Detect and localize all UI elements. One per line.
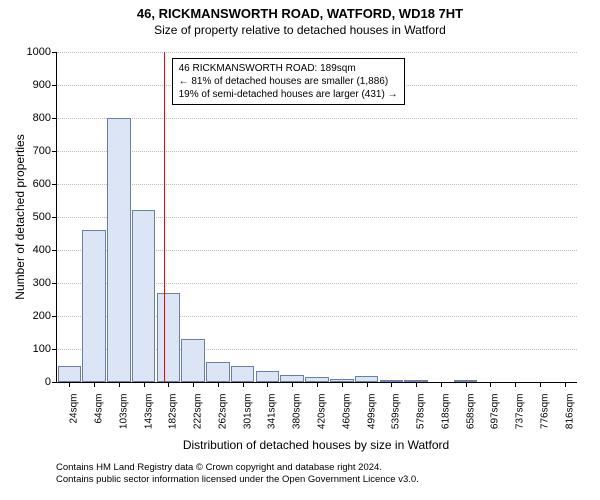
xtick-label: 737sqm: [515, 394, 526, 430]
annotation-box: 46 RICKMANSWORTH ROAD: 189sqm← 81% of de…: [172, 58, 405, 105]
xtick-mark: [466, 382, 467, 387]
xtick-label: 776sqm: [539, 394, 550, 430]
annotation-line2: ← 81% of detached houses are smaller (1,…: [179, 75, 398, 88]
ytick-label: 400: [33, 244, 57, 256]
xtick-mark: [391, 382, 392, 387]
footer-attribution: Contains HM Land Registry data © Crown c…: [56, 462, 419, 487]
gridline: [57, 151, 577, 152]
xtick-mark: [193, 382, 194, 387]
xtick-label: 341sqm: [267, 394, 278, 430]
xtick-label: 143sqm: [143, 394, 154, 430]
histogram-bar: [280, 375, 304, 382]
title-main: 46, RICKMANSWORTH ROAD, WATFORD, WD18 7H…: [0, 0, 600, 21]
xtick-mark: [218, 382, 219, 387]
histogram-bar: [82, 230, 106, 382]
gridline: [57, 118, 577, 119]
xtick-label: 420sqm: [317, 394, 328, 430]
xtick-label: 460sqm: [341, 394, 352, 430]
histogram-bar: [206, 362, 230, 382]
xtick-label: 499sqm: [366, 394, 377, 430]
footer-line-2: Contains public sector information licen…: [56, 474, 419, 486]
ytick-label: 300: [33, 277, 57, 289]
histogram-bar: [107, 118, 131, 382]
xtick-label: 182sqm: [168, 394, 179, 430]
xtick-label: 697sqm: [490, 394, 501, 430]
annotation-line3: 19% of semi-detached houses are larger (…: [179, 88, 398, 101]
xtick-label: 262sqm: [217, 394, 228, 430]
xtick-mark: [119, 382, 120, 387]
xtick-label: 24sqm: [69, 394, 80, 424]
x-axis-label: Distribution of detached houses by size …: [56, 438, 576, 452]
xtick-label: 816sqm: [564, 394, 575, 430]
xtick-mark: [317, 382, 318, 387]
xtick-mark: [540, 382, 541, 387]
plot-area: 0100200300400500600700800900100024sqm64s…: [56, 52, 577, 383]
footer-line-1: Contains HM Land Registry data © Crown c…: [56, 462, 419, 474]
ytick-label: 1000: [27, 46, 57, 58]
xtick-mark: [342, 382, 343, 387]
xtick-label: 222sqm: [193, 394, 204, 430]
xtick-mark: [94, 382, 95, 387]
annotation-line1: 46 RICKMANSWORTH ROAD: 189sqm: [179, 62, 398, 75]
xtick-mark: [267, 382, 268, 387]
histogram-bar: [157, 293, 181, 382]
ytick-label: 200: [33, 310, 57, 322]
ytick-label: 100: [33, 343, 57, 355]
histogram-bar: [132, 210, 156, 382]
y-axis-label: Number of detached properties: [13, 127, 27, 307]
xtick-mark: [144, 382, 145, 387]
title-sub: Size of property relative to detached ho…: [0, 21, 600, 37]
ytick-label: 500: [33, 211, 57, 223]
xtick-mark: [168, 382, 169, 387]
xtick-mark: [490, 382, 491, 387]
xtick-label: 578sqm: [416, 394, 427, 430]
histogram-bar: [181, 339, 205, 382]
ytick-label: 0: [45, 376, 57, 388]
ytick-label: 600: [33, 178, 57, 190]
xtick-mark: [69, 382, 70, 387]
gridline: [57, 184, 577, 185]
ytick-label: 800: [33, 112, 57, 124]
xtick-label: 658sqm: [465, 394, 476, 430]
ytick-label: 900: [33, 79, 57, 91]
property-marker-line: [164, 52, 165, 382]
xtick-mark: [565, 382, 566, 387]
xtick-label: 539sqm: [391, 394, 402, 430]
xtick-label: 103sqm: [118, 394, 129, 430]
histogram-bar: [58, 366, 82, 382]
histogram-bar: [256, 371, 280, 382]
gridline: [57, 52, 577, 53]
xtick-mark: [367, 382, 368, 387]
xtick-mark: [243, 382, 244, 387]
xtick-mark: [441, 382, 442, 387]
xtick-mark: [416, 382, 417, 387]
ytick-label: 700: [33, 145, 57, 157]
histogram-bar: [231, 366, 255, 382]
xtick-label: 380sqm: [292, 394, 303, 430]
chart-container: 46, RICKMANSWORTH ROAD, WATFORD, WD18 7H…: [0, 0, 600, 500]
xtick-label: 301sqm: [242, 394, 253, 430]
xtick-label: 618sqm: [440, 394, 451, 430]
xtick-label: 64sqm: [94, 394, 105, 424]
xtick-mark: [515, 382, 516, 387]
xtick-mark: [292, 382, 293, 387]
